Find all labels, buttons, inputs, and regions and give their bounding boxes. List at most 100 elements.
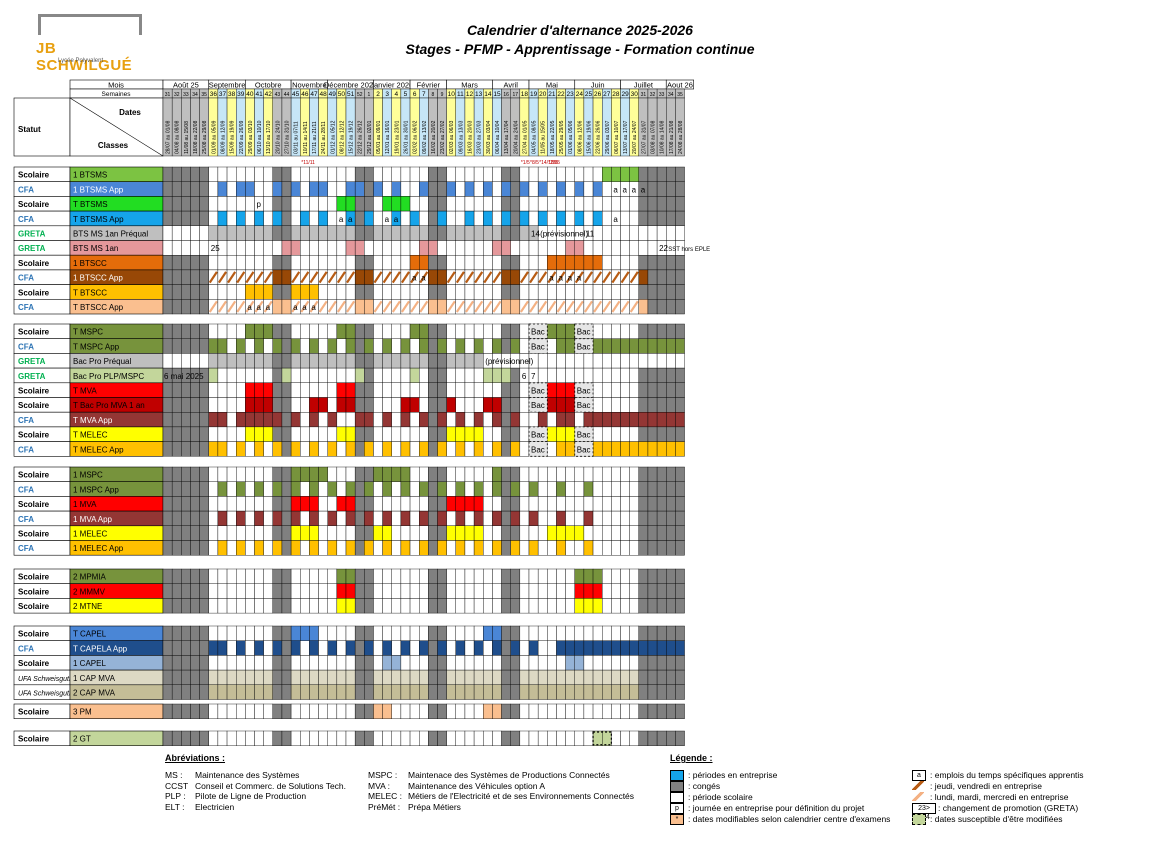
week-slot [510, 441, 521, 457]
class-label: BTS MS 1an [73, 244, 118, 253]
week-slot [666, 703, 676, 719]
week-slot [428, 196, 438, 212]
week-slot [382, 703, 392, 719]
week-slot [235, 496, 246, 512]
week-slot [171, 225, 182, 241]
week-slot [419, 323, 429, 339]
week-slot [602, 684, 612, 700]
week-slot [345, 412, 356, 428]
class-label: 1 CAP MVA [73, 674, 116, 683]
abbr-code: MVA : [368, 780, 391, 791]
week-slot [327, 181, 338, 197]
week-slot [272, 397, 283, 413]
week-slot [428, 353, 438, 369]
week-date: 29/09 au 03/10 [248, 120, 254, 154]
week-slot [556, 525, 566, 541]
week-slot [281, 196, 292, 212]
week-slot [217, 397, 228, 413]
week-slot [419, 240, 429, 256]
week-slot [327, 225, 338, 241]
week-slot [199, 496, 209, 512]
week-slot [547, 412, 557, 428]
week-slot [162, 397, 173, 413]
week-slot [620, 426, 630, 442]
week-slot [391, 254, 402, 271]
week-slot [611, 367, 621, 384]
month-header: Avril [503, 81, 518, 90]
week-slot [620, 412, 630, 428]
week-slot [382, 525, 392, 541]
week-slot [574, 166, 585, 182]
week-slot [501, 338, 511, 354]
week-slot [318, 669, 328, 685]
week-slot [666, 568, 676, 584]
week-slot [336, 540, 347, 556]
week-slot [391, 441, 402, 457]
week-slot [281, 269, 292, 285]
slash-mark [547, 271, 557, 284]
week-slot [382, 323, 392, 339]
slash-mark [227, 271, 237, 284]
week-slot [190, 496, 200, 512]
week-slot [327, 540, 338, 556]
week-date: 10/11 au 14/11 [303, 121, 309, 154]
week-slot [364, 496, 374, 512]
week-slot [602, 625, 612, 641]
week-slot [638, 284, 649, 300]
week-date: 18/08 au 22/08 [193, 120, 199, 154]
week-slot [647, 640, 658, 656]
week-slot [199, 426, 209, 442]
week-slot [263, 181, 273, 197]
week-slot [382, 254, 392, 271]
week-slot [501, 397, 511, 413]
week-date: 17/08 au 21/08 [669, 120, 675, 154]
week-slot [592, 284, 603, 300]
week-slot [528, 640, 539, 656]
week-slot [190, 703, 200, 719]
week-slot [336, 625, 347, 641]
week-slot [528, 568, 539, 584]
week-slot [171, 640, 182, 656]
week-slot [171, 481, 182, 497]
week-slot [574, 684, 585, 700]
cell-mark: 11 [586, 230, 595, 239]
week-slot [235, 397, 246, 413]
week-slot [190, 299, 200, 315]
week-slot [318, 640, 328, 656]
week-slot [409, 254, 420, 271]
week-slot [254, 166, 264, 182]
week-slot [519, 730, 530, 746]
week-slot [428, 730, 438, 746]
week-slot [446, 441, 456, 457]
week-slot [629, 284, 640, 300]
week-slot [364, 684, 374, 700]
week-slot [592, 441, 603, 457]
week-slot [400, 196, 411, 212]
statut-label: Scolaire [18, 200, 50, 209]
week-slot [391, 382, 402, 398]
week-slot [162, 684, 173, 700]
week-slot [171, 540, 182, 556]
week-slot [309, 254, 319, 271]
week-slot [446, 367, 456, 384]
cell-mark: (prévisionnel) [485, 357, 533, 366]
week-slot [592, 510, 603, 527]
slash-mark [410, 300, 420, 313]
week-slot [556, 730, 566, 746]
statut-label: GRETA [18, 357, 46, 366]
week-slot [162, 625, 173, 641]
week-slot [400, 166, 411, 182]
week-number: 3 [385, 91, 389, 98]
week-slot [464, 284, 475, 300]
statut-label: CFA [18, 544, 34, 553]
week-slot [226, 323, 237, 339]
week-slot [391, 730, 402, 746]
week-number: 35 [677, 92, 683, 98]
week-date: 27/07 au 31/07 [641, 120, 647, 154]
week-slot [565, 254, 575, 271]
week-slot [190, 669, 200, 685]
week-slot [354, 466, 365, 482]
week-slot [446, 703, 456, 719]
week-slot [199, 166, 209, 182]
week-slot [656, 254, 667, 271]
